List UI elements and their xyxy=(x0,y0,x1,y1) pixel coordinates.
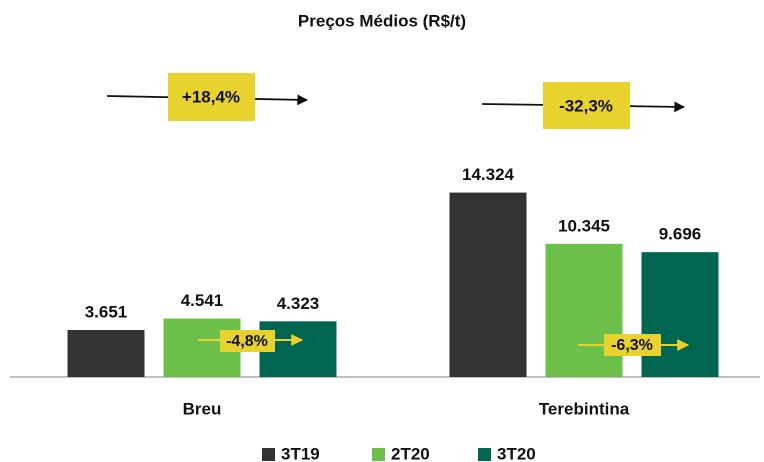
legend-label: 3T20 xyxy=(497,444,536,462)
legend-label: 2T20 xyxy=(391,444,430,462)
annotation: +18,4% xyxy=(182,87,240,106)
value-label: 14.324 xyxy=(462,165,515,184)
value-label: 4.323 xyxy=(277,294,320,313)
legend-swatch xyxy=(478,448,491,461)
annotation-box xyxy=(168,73,255,121)
x-tick-label: Terebintina xyxy=(539,399,630,418)
value-label: 4.541 xyxy=(181,291,224,310)
value-label: 9.696 xyxy=(659,225,702,244)
annotation: -6,3% xyxy=(611,337,653,354)
annotation-box xyxy=(543,82,630,129)
annotation: -4,8% xyxy=(226,333,268,350)
chart-title: Preços Médios (R$/t) xyxy=(298,11,466,30)
legend-swatch xyxy=(372,448,385,461)
annotation: -32,3% xyxy=(559,96,613,115)
bar xyxy=(449,192,527,377)
x-tick-label: Breu xyxy=(183,399,222,418)
bar xyxy=(545,243,623,377)
annotation-box xyxy=(220,330,275,352)
legend-label: 3T19 xyxy=(281,444,320,462)
bar xyxy=(641,252,719,377)
annotation-box xyxy=(604,334,661,356)
legend-swatch xyxy=(262,448,275,461)
value-label: 3.651 xyxy=(85,302,128,321)
value-label: 10.345 xyxy=(558,216,610,235)
bar xyxy=(67,329,145,377)
